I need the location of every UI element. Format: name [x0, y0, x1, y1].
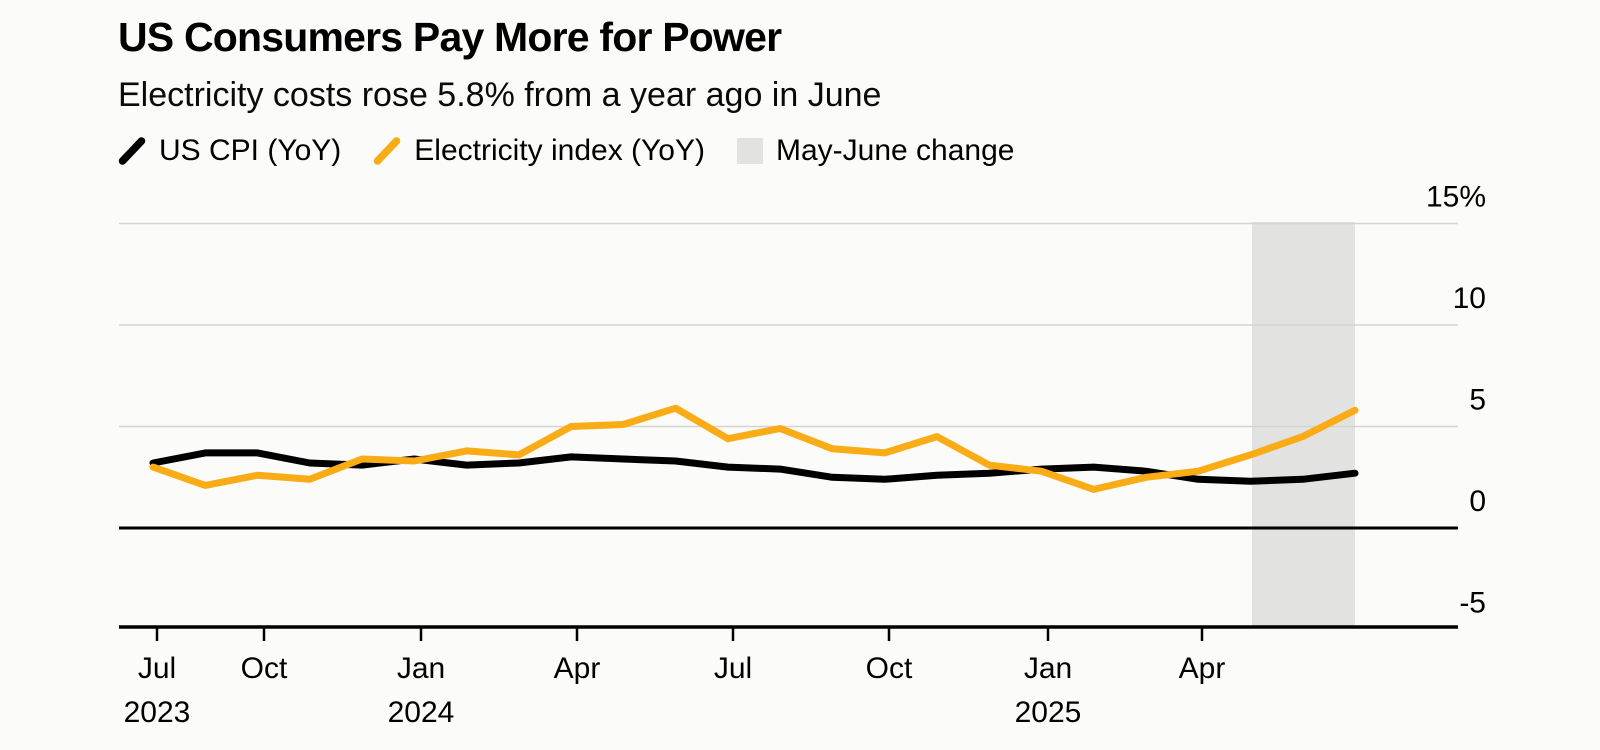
legend-item-band: May-June change: [736, 134, 1015, 168]
y-axis-label-5: 5: [1469, 384, 1486, 417]
legend: US CPI (YoY) Electricity index (YoY) May…: [118, 134, 1014, 168]
chart-subtitle: Electricity costs rose 5.8% from a year …: [118, 76, 882, 114]
yellow-line-swatch-icon: [374, 137, 401, 165]
x-axis-month-label-2: Jan: [397, 652, 445, 685]
swatch-line-electricity: [374, 137, 401, 165]
y-axis-label-0: 0: [1469, 485, 1486, 518]
legend-label-band: May-June change: [775, 134, 1015, 167]
x-axis-month-label-4: Jul: [714, 652, 752, 685]
series-line-electricity: [149, 404, 1359, 493]
x-axis-month-label-1: Oct: [241, 652, 288, 685]
x-axis-month-label-3: Apr: [554, 652, 601, 685]
y-axis-label-10: 10: [1453, 282, 1486, 315]
gray-square-swatch-icon: [736, 138, 763, 164]
y-axis-label-15: 15%: [1426, 181, 1486, 214]
legend-label-us-cpi: US CPI (YoY): [159, 134, 342, 167]
legend-item-us-cpi: US CPI (YoY): [118, 134, 341, 168]
may-june-highlight-band: [1252, 222, 1355, 627]
x-axis-month-label-6: Jan: [1024, 652, 1072, 685]
x-axis-month-label-0: Jul: [138, 652, 176, 685]
x-axis-year-label-2024: 2024: [388, 696, 455, 729]
y-axis-label--5: -5: [1459, 587, 1486, 620]
x-axis-month-label-5: Oct: [866, 652, 913, 685]
black-line-swatch-icon: [118, 137, 146, 165]
swatch-line-cpi: [118, 137, 146, 165]
x-axis-month-label-7: Apr: [1179, 652, 1226, 685]
x-axis-year-label-2023: 2023: [124, 696, 191, 729]
x-axis-year-label-2025: 2025: [1015, 696, 1082, 729]
legend-item-electricity: Electricity index (YoY): [373, 134, 705, 168]
page-title: US Consumers Pay More for Power: [118, 14, 782, 60]
legend-label-electricity: Electricity index (YoY): [414, 134, 705, 167]
